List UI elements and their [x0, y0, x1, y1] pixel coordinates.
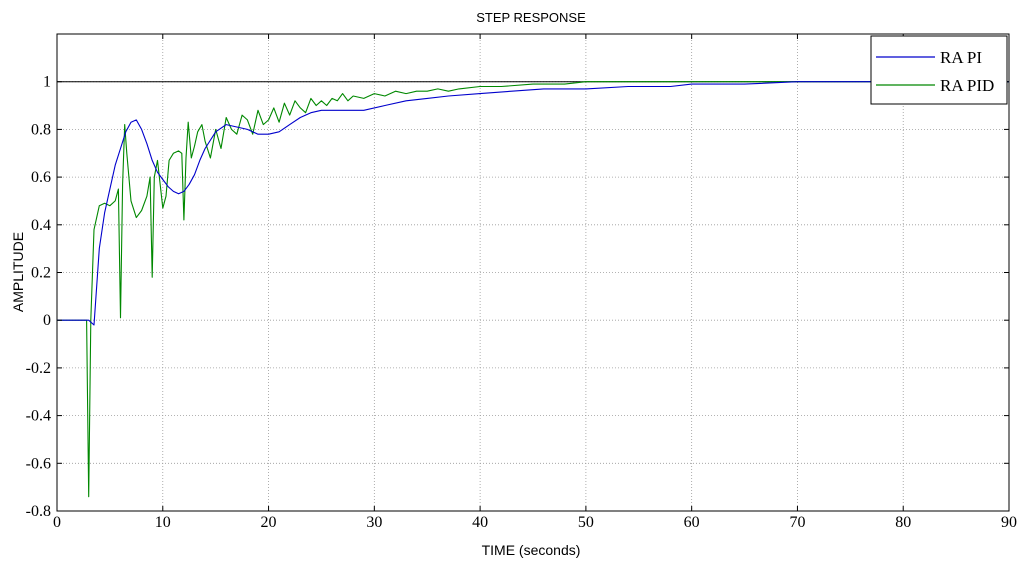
y-tick-label: 0.6 — [31, 169, 51, 186]
x-tick-label: 20 — [261, 514, 277, 531]
series-line-ra-pi — [57, 81, 1009, 326]
y-tick-label: -0.8 — [26, 503, 51, 520]
series-line-ra-pid — [57, 81, 1009, 498]
y-tick-label: 0 — [43, 312, 51, 329]
legend-label-ra-pi: RA PI — [940, 48, 982, 67]
x-tick-label: 40 — [472, 514, 488, 531]
y-tick-label: 1 — [43, 74, 51, 91]
y-tick-label: -0.2 — [26, 360, 51, 377]
y-tick-label: -0.4 — [26, 408, 51, 425]
y-tick-label: -0.6 — [26, 455, 51, 472]
chart-title: STEP RESPONSE — [476, 10, 586, 25]
x-tick-label: 60 — [684, 514, 700, 531]
plot-area — [56, 33, 1010, 512]
x-tick-label: 30 — [366, 514, 382, 531]
x-tick-label: 0 — [53, 514, 61, 531]
x-tick-label: 10 — [155, 514, 171, 531]
y-axis-label: AMPLITUDE — [10, 232, 26, 312]
x-tick-label: 90 — [1001, 514, 1017, 531]
series-layer — [57, 81, 1009, 498]
axis-ticks: 0 10 20 30 40 50 60 70 80 90 -0.8 -0.6 -0.4 -0.2 0 0.2 0… — [26, 34, 1017, 531]
x-tick-label: 50 — [578, 514, 594, 531]
legend-box — [870, 35, 1008, 105]
y-tick-label: 0.8 — [31, 121, 51, 138]
y-tick-label: 0.2 — [31, 265, 51, 282]
x-tick-label: 80 — [895, 514, 911, 531]
y-tick-label: 0.4 — [31, 217, 51, 234]
x-tick-label: 70 — [789, 514, 805, 531]
legend-label-ra-pid: RA PID — [940, 76, 994, 95]
legend: RA PI RA PID — [870, 35, 1008, 105]
x-axis-label: TIME (seconds) — [482, 542, 581, 558]
